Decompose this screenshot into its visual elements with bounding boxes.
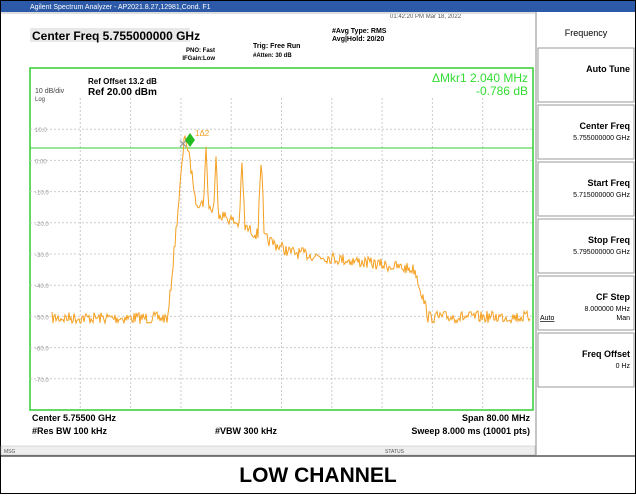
softkey-value: 0 Hz (616, 363, 631, 370)
softkey-value: 5.795000000 GHz (573, 249, 630, 256)
softkey[interactable] (537, 104, 635, 160)
softkey-label: Center Freq (579, 121, 630, 131)
ref-offset: Ref Offset 13.2 dB (88, 77, 157, 86)
y-label: -70.0 (35, 378, 49, 384)
scale: 10 dB/div (35, 88, 65, 95)
softkey-value: 5.715000000 GHz (573, 192, 630, 199)
atten: #Atten: 30 dB (253, 53, 292, 59)
status-bar (0, 445, 536, 456)
softkeys: Auto Tune Center Freq 5.755000000 GHz Start… (537, 47, 635, 388)
softkey-value: 8.000000 MHz (584, 306, 630, 313)
softkey[interactable] (537, 161, 635, 217)
footer-sweep: Sweep 8.000 ms (10001 pts) (411, 426, 530, 436)
softkey[interactable] (537, 218, 635, 274)
softkey-label: Freq Offset (582, 349, 630, 359)
softkey-value: 5.755000000 GHz (573, 135, 630, 142)
softkey-label: Start Freq (587, 178, 630, 188)
marker-delta: ΔMkr1 2.040 MHz (432, 71, 528, 85)
toolbar (1, 12, 535, 14)
title-bar (1, 1, 635, 12)
y-label: -30.0 (35, 253, 49, 259)
softkey-man: Man (616, 315, 630, 322)
center-freq: Center Freq 5.755000000 GHz (32, 29, 200, 43)
y-label: 10.0 (35, 128, 47, 134)
title-text: Agilent Spectrum Analyzer - AP2021.8.27,… (30, 4, 211, 11)
timestamp: 01:42:20 PM Mar 18, 2022 (390, 14, 462, 20)
marker-tag: 1Δ2 (195, 129, 210, 138)
softkey[interactable] (537, 275, 635, 331)
softkey-auto: Auto (540, 315, 555, 322)
y-label: -10.0 (35, 191, 49, 197)
menu-title: Frequency (565, 28, 608, 38)
footer-center: Center 5.75500 GHz (32, 413, 117, 423)
softkey[interactable] (537, 47, 635, 103)
msg: MSG (4, 449, 16, 455)
trig: Trig: Free Run (253, 43, 300, 50)
marker-x: ✕ (178, 137, 188, 151)
softkey-label: Stop Freq (588, 235, 630, 245)
footer-vbw: #VBW 300 kHz (215, 426, 278, 436)
avg-type: #Avg Type: RMS (332, 28, 387, 35)
log: Log (35, 97, 45, 103)
center-box (30, 28, 190, 42)
marker-diamond (185, 133, 195, 147)
softkey[interactable] (537, 332, 635, 388)
y-label: -60.0 (35, 347, 49, 353)
y-label: 0.00 (35, 159, 47, 165)
softkey-label: Auto Tune (586, 64, 630, 74)
softkey-label: CF Step (596, 292, 631, 302)
ifgain: IFGain:Low (182, 56, 215, 62)
grid: 10.0 0.00 -10.0 -20.0 -30.0 -40.0 -50.0 -60.0 -7… (30, 98, 533, 410)
marker-level: -0.786 dB (476, 84, 528, 98)
y-label: -40.0 (35, 284, 49, 290)
trace (51, 134, 531, 326)
ref-level: Ref 20.00 dBm (88, 87, 157, 98)
pno: PNO: Fast (186, 48, 215, 54)
caption: LOW CHANNEL (239, 464, 397, 487)
y-label: -20.0 (35, 222, 49, 228)
footer-rbw: #Res BW 100 kHz (32, 426, 108, 436)
footer-span: Span 80.00 MHz (462, 413, 531, 423)
avg-hold: Avg|Hold: 20/20 (332, 36, 384, 43)
y-label: -50.0 (35, 315, 49, 321)
status: STATUS (385, 449, 405, 455)
